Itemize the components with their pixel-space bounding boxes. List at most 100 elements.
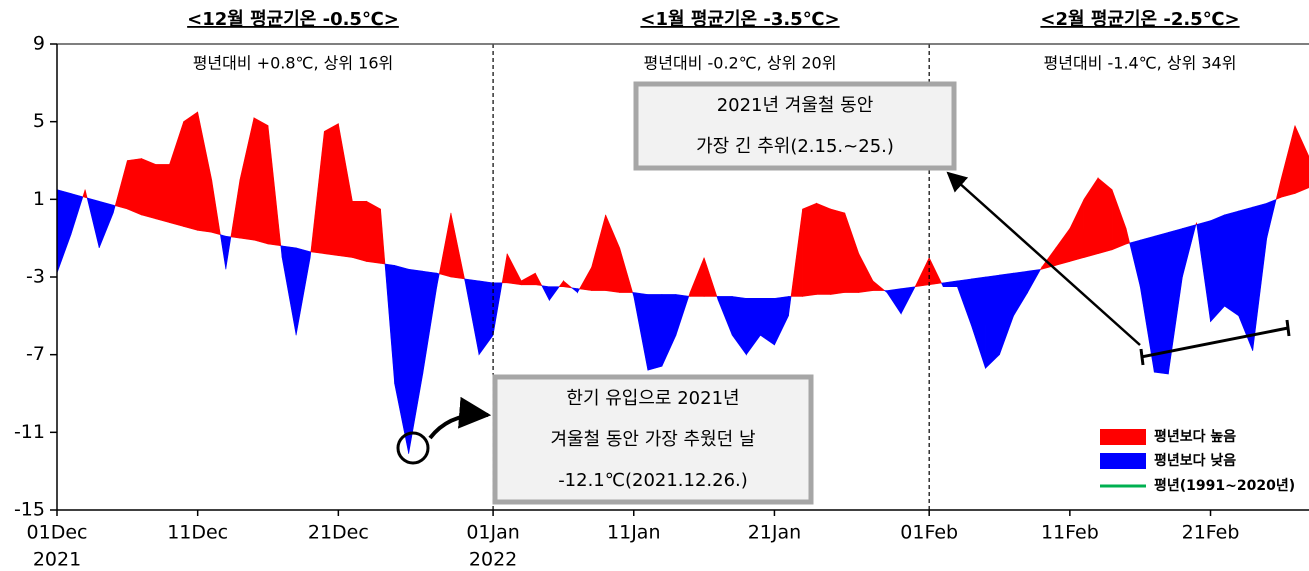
anomaly-area: [703, 257, 718, 297]
anomaly-area: [788, 296, 792, 316]
x-tick-label: 21Feb: [1182, 522, 1240, 544]
anomaly-area: [1275, 179, 1282, 200]
anomaly-area: [338, 123, 353, 258]
plot-area: [56, 44, 1309, 510]
anomaly-area: [830, 208, 846, 295]
anomaly-area: [914, 257, 930, 288]
anomaly-area: [886, 288, 902, 315]
anomaly-area: [1055, 227, 1071, 266]
x-tick-label: 11Feb: [1041, 522, 1099, 544]
y-tick-label: -15: [14, 499, 45, 521]
annotation-box: [633, 81, 957, 171]
anomaly-area: [1252, 202, 1268, 351]
anomaly-area: [98, 200, 114, 248]
anomaly-area: [366, 200, 381, 264]
anomaly-area: [774, 296, 789, 346]
month-header: <12월 평균기온 -0.5℃>: [187, 9, 399, 30]
anomaly-area: [689, 257, 705, 297]
anomaly-area: [760, 298, 775, 346]
anomaly-area: [197, 111, 213, 233]
anomaly-area: [802, 202, 817, 297]
anomaly-area: [558, 279, 564, 288]
anomaly-area: [492, 282, 503, 336]
anomaly-area: [928, 257, 942, 286]
anomaly-area: [675, 294, 690, 336]
x-tick-label: 21Jan: [748, 522, 801, 544]
month-summary: 평년대비 -1.4℃, 상위 34위: [1044, 54, 1237, 73]
anomaly-area: [384, 263, 395, 384]
anomaly-area: [1069, 199, 1085, 262]
anomaly-area: [450, 212, 465, 280]
annotation-arrow: [946, 171, 1141, 346]
anomaly-area: [1013, 270, 1028, 317]
anomaly-area: [1238, 206, 1254, 351]
anomaly-area: [114, 160, 128, 210]
anomaly-area: [436, 272, 440, 287]
anomaly-area: [1111, 189, 1127, 251]
y-tick-label: 5: [33, 110, 45, 132]
anomaly-area: [549, 286, 560, 302]
anomaly-area: [1182, 224, 1197, 278]
y-tick-label: -7: [26, 343, 45, 365]
legend-label: 평년보다 낮음: [1154, 452, 1236, 469]
annotation-text: 한기 유입으로 2021년: [566, 388, 739, 409]
anomaly-area: [541, 285, 550, 301]
anomaly-area: [86, 197, 100, 248]
anomaly-area: [872, 280, 886, 291]
month-summary: 평년대비 +0.8℃, 상위 16위: [193, 54, 394, 73]
y-tick-label: -3: [26, 266, 45, 288]
anomaly-area: [731, 296, 747, 356]
anomaly-area: [1224, 210, 1239, 317]
anomaly-area: [230, 179, 241, 239]
anomaly-area: [957, 278, 972, 326]
anomaly-area: [1294, 125, 1309, 194]
x-tick-label: 11Jan: [607, 522, 660, 544]
anomaly-area: [883, 290, 888, 294]
anomaly-area: [183, 111, 198, 231]
anomaly-area: [84, 189, 88, 199]
anomaly-area: [900, 286, 916, 315]
anomaly-area: [790, 209, 803, 297]
anomaly-area: [82, 189, 86, 198]
annotation-text: 가장 긴 추위(2.15.~25.): [696, 136, 894, 157]
x-year-label: 2022: [469, 549, 517, 571]
anomaly-area: [746, 298, 761, 356]
anomaly-area: [577, 288, 580, 294]
legend-label: 평년보다 높음: [1154, 428, 1236, 445]
month-header: <1월 평균기온 -3.5℃>: [640, 9, 839, 30]
anomaly-area: [1280, 125, 1296, 198]
anomaly-area: [661, 294, 677, 367]
anomaly-area: [211, 179, 221, 236]
range-bracket-end: [1285, 319, 1291, 337]
anomaly-area: [478, 280, 494, 356]
annotation-arrow: [428, 396, 492, 440]
anomaly-area: [619, 247, 634, 293]
legend-label: 평년(1991~2020년): [1154, 477, 1295, 494]
anomaly-area: [352, 200, 367, 262]
anomaly-area: [310, 131, 325, 255]
anomaly-area: [1266, 198, 1277, 239]
anomaly-area: [1210, 214, 1225, 323]
anomaly-area: [169, 121, 184, 227]
x-year-label: 2021: [33, 549, 81, 571]
anomaly-area: [438, 212, 452, 278]
anomaly-area: [1125, 228, 1131, 245]
anomaly-area: [380, 209, 386, 265]
anomaly-area: [520, 272, 536, 286]
anomaly-area: [141, 158, 156, 220]
anomaly-area: [295, 247, 311, 336]
month-header: <2월 평균기온 -2.5℃>: [1040, 9, 1239, 30]
anomaly-area: [506, 253, 522, 286]
y-tick-label: -11: [14, 421, 45, 443]
anomaly-area: [647, 294, 663, 371]
anomaly-area: [323, 123, 339, 256]
legend-swatch: [1100, 429, 1146, 445]
anomaly-area: [267, 125, 282, 247]
anomaly-area: [1196, 220, 1211, 322]
y-tick-label: 1: [33, 188, 45, 210]
anomaly-area: [112, 204, 116, 214]
range-bracket-end: [1139, 348, 1145, 366]
anomaly-area: [127, 158, 142, 216]
